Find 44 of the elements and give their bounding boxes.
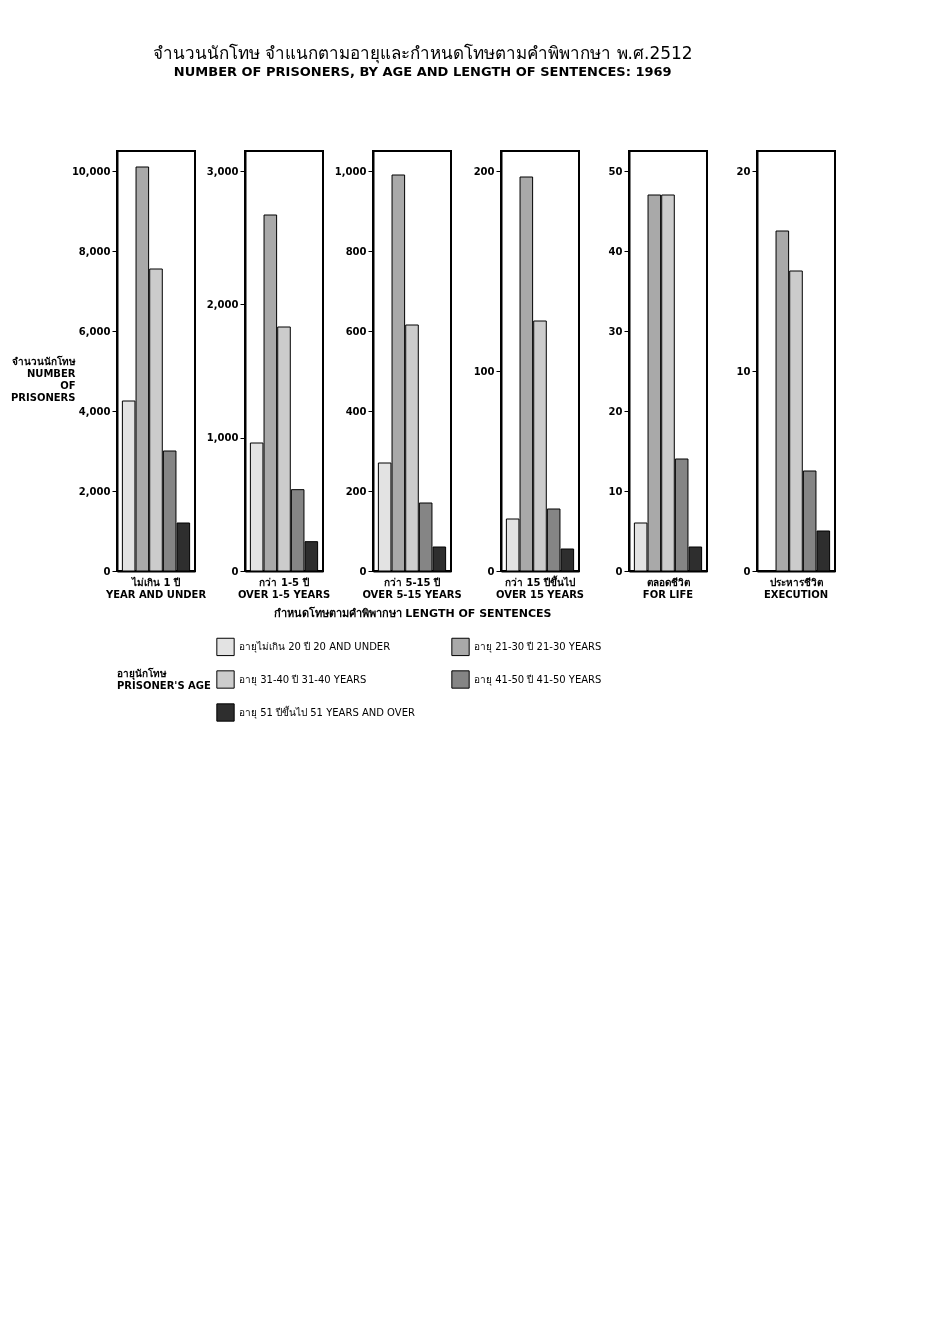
x-tick-label: กว่า 15 ปีขึ้นไป OVER 15 YEARS [495,574,585,600]
x-tick-label: ตลอดชีวิต FOR LIFE [642,576,694,600]
y-tick-label: 200 [345,485,367,497]
y-tick-label: 800 [345,245,367,257]
y-axis-title: จำนวนนักโทษ NUMBER OF PRISONERS [10,354,76,403]
x-tick-label: ประหารชีวิต EXECUTION [763,576,829,600]
y-tick-label: 1,000 [206,432,239,444]
y-tick-label: 10,000 [71,165,111,177]
legend-label: อายุ 41-50 ปี 41-50 YEARS [474,673,602,686]
y-tick-label: 2,000 [78,485,111,497]
y-tick-label: 3,000 [206,165,239,177]
y-tick-label: 4,000 [78,405,111,417]
y-tick-label: 0 [103,565,111,577]
y-tick-label: 40 [608,245,623,257]
y-tick-label: 10 [608,485,623,497]
x-tick-label: ไม่เกิน 1 ปี YEAR AND UNDER [104,575,207,600]
y-tick-label: 6,000 [78,325,111,337]
y-tick-label: 600 [345,325,367,337]
y-tick-label: 30 [608,325,623,337]
legend-label: อายุ 51 ปีขึ้นไป 51 YEARS AND OVER [239,704,415,719]
y-tick-label: 100 [473,365,495,377]
text: NUMBER OF PRISONERS, BY AGE AND LENGTH OF SENTENCES: 1969 [173,64,672,79]
y-tick-label: 20 [608,405,623,417]
text: จำนวนนักโทษ จำแนกตามอายุและกำหนดโทษตามคำพิพากษา พ.ศ.2512 [152,43,693,64]
y-tick-label: 0 [743,565,751,577]
y-tick-label: 10 [736,365,751,377]
y-tick-label: 8,000 [78,245,111,257]
y-tick-label: 200 [473,165,495,177]
y-tick-label: 20 [736,165,751,177]
x-axis-title: กำหนดโทษตามคำพิพากษา LENGTH OF SENTENCES [273,605,552,620]
legend-label: อายุไม่เกิน 20 ปี 20 AND UNDER [239,640,391,653]
y-tick-label: 0 [231,565,239,577]
y-tick-label: 0 [615,565,623,577]
y-tick-label: 0 [359,565,367,577]
y-tick-label: 400 [345,405,367,417]
legend-label: อายุ 31-40 ปี 31-40 YEARS [239,673,367,686]
y-tick-label: 2,000 [206,298,239,310]
y-tick-label: 0 [487,565,495,577]
y-tick-label: 1,000 [334,165,367,177]
x-tick-label: กว่า 1-5 ปี OVER 1-5 YEARS [237,576,331,600]
x-tick-label: กว่า 5-15 ปี OVER 5-15 YEARS [362,576,462,600]
legend-title: อายุนักโทษ PRISONER'S AGE [117,667,212,691]
y-tick-label: 50 [608,165,623,177]
legend-label: อายุ 21-30 ปี 21-30 YEARS [474,640,602,653]
